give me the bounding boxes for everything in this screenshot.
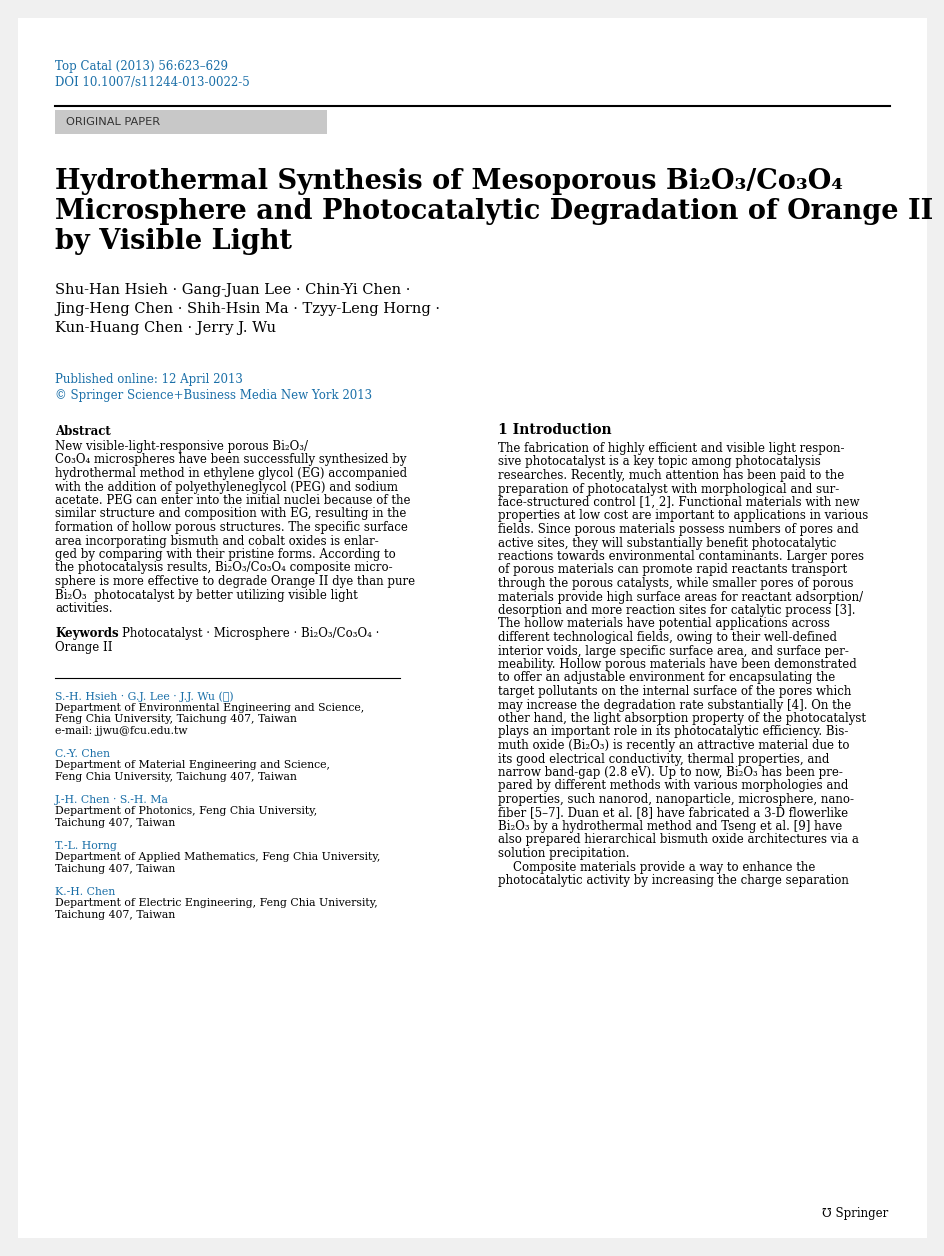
Text: reactions towards environmental contaminants. Larger pores: reactions towards environmental contamin… [497,550,863,563]
Text: Keywords: Keywords [55,628,119,641]
Text: face-structured control [1, 2]. Functional materials with new: face-structured control [1, 2]. Function… [497,496,859,509]
Text: Department of Applied Mathematics, Feng Chia University,: Department of Applied Mathematics, Feng … [55,853,380,863]
Text: ged by comparing with their pristine forms. According to: ged by comparing with their pristine for… [55,548,396,561]
Text: formation of hollow porous structures. The specific surface: formation of hollow porous structures. T… [55,521,408,534]
Text: with the addition of polyethyleneglycol (PEG) and sodium: with the addition of polyethyleneglycol … [55,481,397,494]
Text: also prepared hierarchical bismuth oxide architectures via a: also prepared hierarchical bismuth oxide… [497,834,858,847]
Text: acetate. PEG can enter into the initial nuclei because of the: acetate. PEG can enter into the initial … [55,494,410,507]
Text: sive photocatalyst is a key topic among photocatalysis: sive photocatalyst is a key topic among … [497,456,820,468]
FancyBboxPatch shape [55,111,327,134]
Text: Feng Chia University, Taichung 407, Taiwan: Feng Chia University, Taichung 407, Taiw… [55,715,296,725]
Text: The hollow materials have potential applications across: The hollow materials have potential appl… [497,618,829,631]
Text: target pollutants on the internal surface of the pores which: target pollutants on the internal surfac… [497,685,851,698]
Text: its good electrical conductivity, thermal properties, and: its good electrical conductivity, therma… [497,752,829,765]
Text: Orange II: Orange II [55,641,112,654]
Text: Feng Chia University, Taichung 407, Taiwan: Feng Chia University, Taichung 407, Taiw… [55,772,296,782]
Text: Photocatalyst · Microsphere · Bi₂O₃/Co₃O₄ ·: Photocatalyst · Microsphere · Bi₂O₃/Co₃O… [122,628,379,641]
FancyBboxPatch shape [18,18,926,1238]
Text: Abstract: Abstract [55,425,110,438]
Text: plays an important role in its photocatalytic efficiency. Bis-: plays an important role in its photocata… [497,726,848,739]
Text: interior voids, large specific surface area, and surface per-: interior voids, large specific surface a… [497,644,848,657]
Text: J.-H. Chen · S.-H. Ma: J.-H. Chen · S.-H. Ma [55,795,169,805]
Text: ℧ Springer: ℧ Springer [821,1207,887,1220]
Text: Shu-Han Hsieh · Gang-Juan Lee · Chin-Yi Chen ·: Shu-Han Hsieh · Gang-Juan Lee · Chin-Yi … [55,283,410,296]
Text: of porous materials can promote rapid reactants transport: of porous materials can promote rapid re… [497,564,846,577]
Text: Bi₂O₃  photocatalyst by better utilizing visible light: Bi₂O₃ photocatalyst by better utilizing … [55,589,358,602]
Text: fiber [5–7]. Duan et al. [8] have fabricated a 3-D flowerlike: fiber [5–7]. Duan et al. [8] have fabric… [497,806,847,819]
Text: DOI 10.1007/s11244-013-0022-5: DOI 10.1007/s11244-013-0022-5 [55,77,249,89]
Text: materials provide high surface areas for reactant adsorption/: materials provide high surface areas for… [497,590,862,603]
Text: other hand, the light absorption property of the photocatalyst: other hand, the light absorption propert… [497,712,865,725]
Text: Microsphere and Photocatalytic Degradation of Orange II Dyes: Microsphere and Photocatalytic Degradati… [55,198,944,225]
Text: T.-L. Horng: T.-L. Horng [55,842,117,852]
Text: Department of Photonics, Feng Chia University,: Department of Photonics, Feng Chia Unive… [55,806,317,816]
Text: pared by different methods with various morphologies and: pared by different methods with various … [497,780,848,793]
Text: ORIGINAL PAPER: ORIGINAL PAPER [66,117,160,127]
Text: desorption and more reaction sites for catalytic process [3].: desorption and more reaction sites for c… [497,604,854,617]
Text: Taichung 407, Taiwan: Taichung 407, Taiwan [55,864,175,874]
Text: Hydrothermal Synthesis of Mesoporous Bi₂O₃/Co₃O₄: Hydrothermal Synthesis of Mesoporous Bi₂… [55,168,842,195]
Text: Department of Material Engineering and Science,: Department of Material Engineering and S… [55,760,329,770]
Text: New visible-light-responsive porous Bi₂O₃/: New visible-light-responsive porous Bi₂O… [55,440,308,453]
Text: Co₃O₄ microspheres have been successfully synthesized by: Co₃O₄ microspheres have been successfull… [55,453,406,466]
Text: properties, such nanorod, nanoparticle, microsphere, nano-: properties, such nanorod, nanoparticle, … [497,793,853,806]
Text: active sites, they will substantially benefit photocatalytic: active sites, they will substantially be… [497,536,835,550]
Text: Kun-Huang Chen · Jerry J. Wu: Kun-Huang Chen · Jerry J. Wu [55,322,276,335]
Text: Published online: 12 April 2013: Published online: 12 April 2013 [55,373,243,386]
Text: similar structure and composition with EG, resulting in the: similar structure and composition with E… [55,507,406,520]
Text: may increase the degradation rate substantially [4]. On the: may increase the degradation rate substa… [497,698,851,711]
Text: 1 Introduction: 1 Introduction [497,423,611,437]
Text: e-mail: jjwu@fcu.edu.tw: e-mail: jjwu@fcu.edu.tw [55,726,187,736]
Text: S.-H. Hsieh · G.J. Lee · J.J. Wu (✉): S.-H. Hsieh · G.J. Lee · J.J. Wu (✉) [55,692,233,702]
Text: Taichung 407, Taiwan: Taichung 407, Taiwan [55,818,175,828]
Text: Bi₂O₃ by a hydrothermal method and Tseng et al. [9] have: Bi₂O₃ by a hydrothermal method and Tseng… [497,820,841,833]
Text: fields. Since porous materials possess numbers of pores and: fields. Since porous materials possess n… [497,522,858,536]
Text: K.-H. Chen: K.-H. Chen [55,887,115,897]
Text: © Springer Science+Business Media New York 2013: © Springer Science+Business Media New Yo… [55,389,372,402]
Text: researches. Recently, much attention has been paid to the: researches. Recently, much attention has… [497,468,843,482]
Text: by Visible Light: by Visible Light [55,229,292,255]
Text: hydrothermal method in ethylene glycol (EG) accompanied: hydrothermal method in ethylene glycol (… [55,467,407,480]
Text: sphere is more effective to degrade Orange II dye than pure: sphere is more effective to degrade Oran… [55,575,414,588]
Text: solution precipitation.: solution precipitation. [497,847,629,860]
Text: the photocatalysis results, Bi₂O₃/Co₃O₄ composite micro-: the photocatalysis results, Bi₂O₃/Co₃O₄ … [55,561,392,574]
Text: Jing-Heng Chen · Shih-Hsin Ma · Tzyy-Leng Horng ·: Jing-Heng Chen · Shih-Hsin Ma · Tzyy-Len… [55,301,440,317]
Text: to offer an adjustable environment for encapsulating the: to offer an adjustable environment for e… [497,672,834,685]
Text: activities.: activities. [55,602,112,615]
Text: Department of Environmental Engineering and Science,: Department of Environmental Engineering … [55,703,363,713]
Text: Taichung 407, Taiwan: Taichung 407, Taiwan [55,911,175,919]
Text: different technological fields, owing to their well-defined: different technological fields, owing to… [497,631,836,644]
Text: The fabrication of highly efficient and visible light respon-: The fabrication of highly efficient and … [497,442,844,455]
Text: area incorporating bismuth and cobalt oxides is enlar-: area incorporating bismuth and cobalt ox… [55,535,379,548]
Text: C.-Y. Chen: C.-Y. Chen [55,749,110,759]
Text: meability. Hollow porous materials have been demonstrated: meability. Hollow porous materials have … [497,658,856,671]
Text: muth oxide (Bi₂O₃) is recently an attractive material due to: muth oxide (Bi₂O₃) is recently an attrac… [497,739,849,752]
Text: photocatalytic activity by increasing the charge separation: photocatalytic activity by increasing th… [497,874,848,887]
Text: Department of Electric Engineering, Feng Chia University,: Department of Electric Engineering, Feng… [55,898,378,908]
Text: properties at low cost are important to applications in various: properties at low cost are important to … [497,510,868,522]
Text: preparation of photocatalyst with morphological and sur-: preparation of photocatalyst with morpho… [497,482,838,496]
Text: narrow band-gap (2.8 eV). Up to now, Bi₂O₃ has been pre-: narrow band-gap (2.8 eV). Up to now, Bi₂… [497,766,842,779]
Text: Composite materials provide a way to enhance the: Composite materials provide a way to enh… [497,860,815,873]
Text: Top Catal (2013) 56:623–629: Top Catal (2013) 56:623–629 [55,60,228,73]
Text: through the porous catalysts, while smaller pores of porous: through the porous catalysts, while smal… [497,577,852,590]
